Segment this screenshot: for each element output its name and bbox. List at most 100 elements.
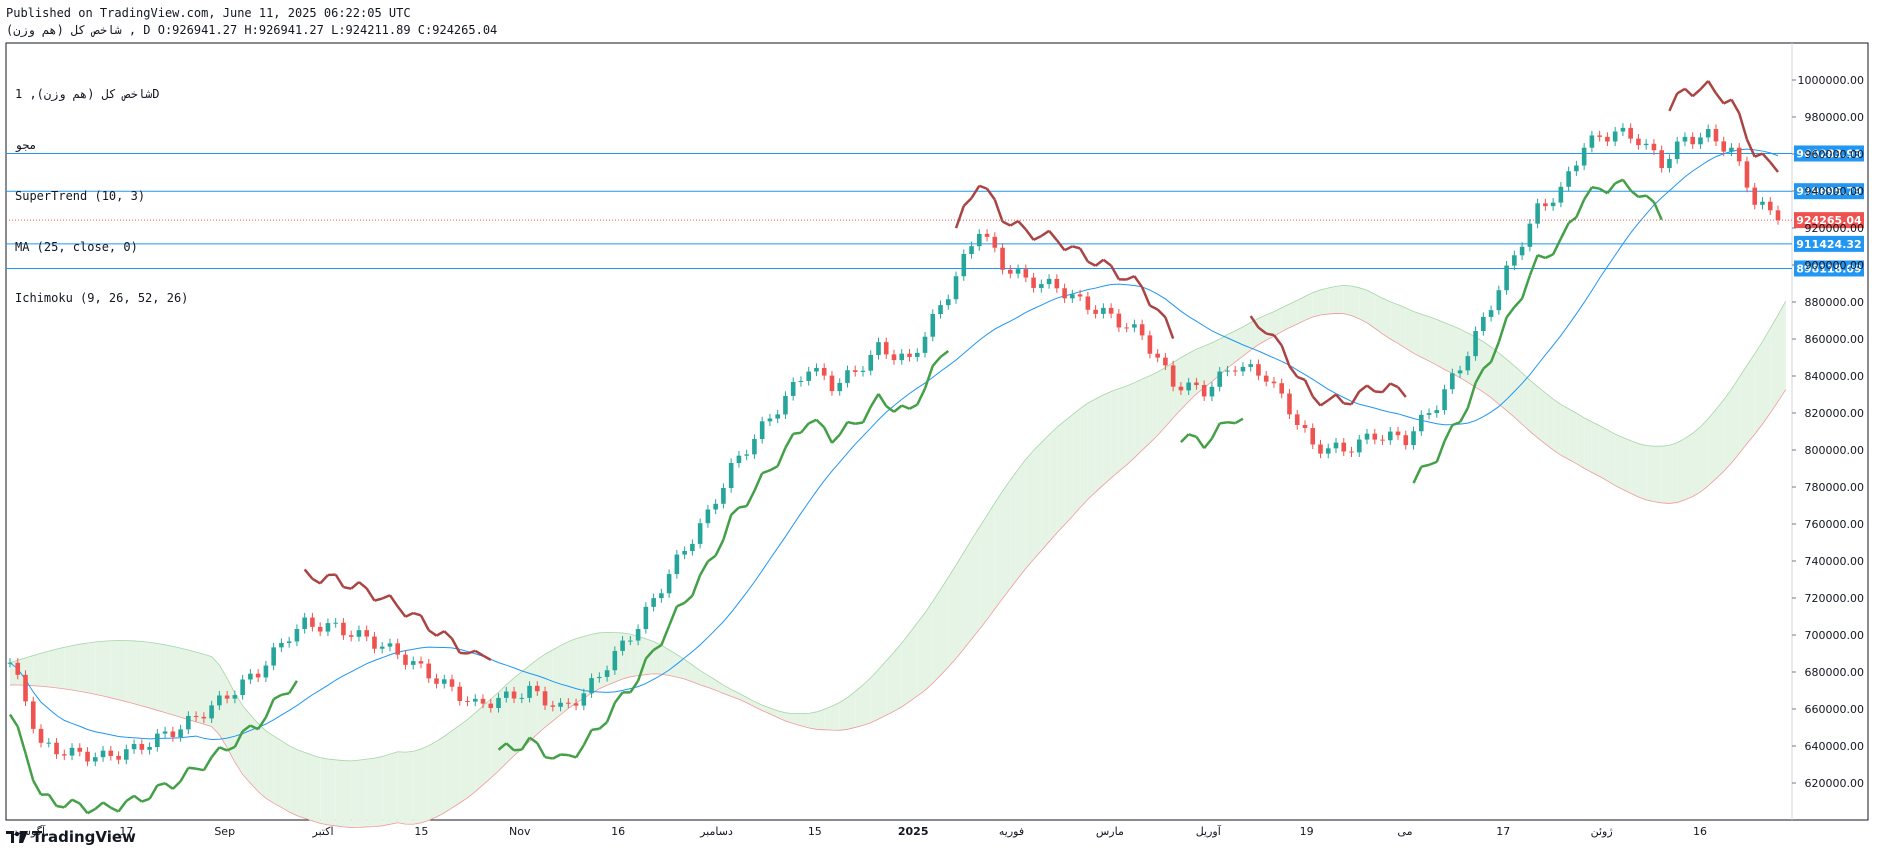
supertrend-segment xyxy=(598,721,608,730)
ichimoku-cloud-segment xyxy=(901,633,910,707)
ichimoku-cloud-segment xyxy=(1653,446,1662,503)
supertrend-segment xyxy=(970,185,981,199)
supertrend-segment xyxy=(799,422,810,434)
candle-body xyxy=(162,731,168,734)
y-tick-label: 740000.00 xyxy=(1805,555,1865,568)
candle-body xyxy=(1442,389,1447,411)
ichimoku-cloud-segment xyxy=(862,677,871,726)
x-tick-label: 19 xyxy=(1300,825,1314,838)
legend-ma[interactable]: MA (25, close, 0) xyxy=(15,240,138,254)
ichimoku-cloud-segment xyxy=(1545,392,1554,450)
supertrend-segment xyxy=(707,554,717,563)
x-tick-label: اکتبر xyxy=(312,825,334,838)
candle-body xyxy=(302,617,307,630)
ichimoku-cloud-segment xyxy=(1622,437,1631,494)
supertrend-segment xyxy=(1272,334,1283,347)
ichimoku-cloud-segment xyxy=(1754,341,1763,435)
candle-body xyxy=(1775,210,1781,221)
ichimoku-cloud-segment xyxy=(1142,375,1150,451)
candle-body xyxy=(263,665,269,678)
ichimoku-cloud-segment xyxy=(1382,298,1391,339)
ichimoku-cloud-segment xyxy=(1025,450,1034,569)
legend-ichimoku[interactable]: Ichimoku (9, 26, 52, 26) xyxy=(15,291,189,305)
candle-body xyxy=(1170,365,1176,387)
supertrend-segment xyxy=(1024,228,1035,241)
ichimoku-cloud-segment xyxy=(103,640,111,698)
candle-body xyxy=(744,454,749,456)
candle-body xyxy=(868,354,874,371)
supertrend-segment xyxy=(1474,368,1485,384)
level-price-label: 960283.93 xyxy=(1796,147,1861,160)
ichimoku-cloud-segment xyxy=(940,577,949,676)
supertrend-segment xyxy=(110,806,120,813)
ichimoku-cloud-segment xyxy=(1211,339,1220,382)
ichimoku-cloud-segment xyxy=(1762,328,1771,425)
ichimoku-cloud-segment xyxy=(948,565,957,668)
candle-body xyxy=(806,371,812,381)
supertrend-segment xyxy=(1645,194,1655,203)
ichimoku-cloud-segment xyxy=(366,758,375,827)
supertrend-segment xyxy=(1180,433,1190,444)
candle-body xyxy=(480,698,486,704)
ichimoku-cloud-segment xyxy=(490,692,499,779)
candle-body xyxy=(558,702,563,707)
legend-supertrend[interactable]: SuperTrend (10, 3) xyxy=(15,189,146,203)
candle-body xyxy=(1093,309,1098,314)
candle-body xyxy=(883,342,889,355)
candle-body xyxy=(333,622,338,624)
candle-body xyxy=(1263,375,1269,382)
supertrend-segment xyxy=(257,716,267,730)
candle-body xyxy=(503,691,509,698)
brand-name: TradingView xyxy=(32,828,136,846)
supertrend-segment xyxy=(1591,185,1600,190)
ichimoku-cloud-segment xyxy=(738,693,747,703)
legend-symbol[interactable]: شاخص کل (هم وزن), 1D xyxy=(15,87,160,101)
candle-body xyxy=(1108,307,1114,314)
candle-body xyxy=(201,716,207,719)
candle-body xyxy=(992,236,998,248)
ichimoku-cloud-segment xyxy=(994,491,1003,610)
candle-body xyxy=(1481,316,1486,332)
ichimoku-cloud-segment xyxy=(1126,382,1135,465)
candle-body xyxy=(783,395,788,415)
candle-body xyxy=(1504,265,1509,291)
candle-body xyxy=(1597,135,1602,137)
candle-body xyxy=(573,703,579,706)
candle-body xyxy=(1356,439,1362,453)
candle-body xyxy=(1085,296,1091,310)
supertrend-segment xyxy=(939,350,950,358)
supertrend-segment xyxy=(1002,220,1011,227)
ichimoku-cloud-segment xyxy=(1367,290,1375,329)
y-tick-label: 680000.00 xyxy=(1805,666,1865,679)
supertrend-segment xyxy=(47,793,58,807)
ichimoku-cloud-segment xyxy=(250,714,259,792)
supertrend-segment xyxy=(1350,390,1361,405)
supertrend-segment xyxy=(1435,440,1446,463)
candle-body xyxy=(1682,136,1688,142)
supertrend-segment xyxy=(582,729,593,746)
ichimoku-cloud-segment xyxy=(1778,301,1786,402)
y-tick-label: 900000.00 xyxy=(1805,259,1865,272)
tradingview-logo-icon xyxy=(6,831,28,843)
supertrend-segment xyxy=(808,418,817,425)
ichimoku-cloud-segment xyxy=(258,723,266,799)
candle-body xyxy=(1550,202,1556,207)
supertrend-segment xyxy=(520,736,531,751)
candle-body xyxy=(1418,414,1424,432)
candle-body xyxy=(1713,129,1719,142)
candle-body xyxy=(930,314,936,337)
ichimoku-cloud-segment xyxy=(529,659,538,742)
ichimoku-cloud-segment xyxy=(521,665,530,749)
moving-average-line xyxy=(9,148,1779,741)
supertrend-segment xyxy=(1754,152,1763,158)
candle-body xyxy=(1628,127,1633,139)
ichimoku-cloud-segment xyxy=(1118,385,1127,472)
supertrend-segment xyxy=(188,766,197,770)
candle-body xyxy=(465,700,470,702)
supertrend-segment xyxy=(474,649,484,657)
candle-body xyxy=(1054,278,1060,289)
supertrend-segment xyxy=(8,713,19,728)
supertrend-segment xyxy=(1033,234,1042,241)
last-price-label: 924265.04 xyxy=(1796,214,1862,227)
